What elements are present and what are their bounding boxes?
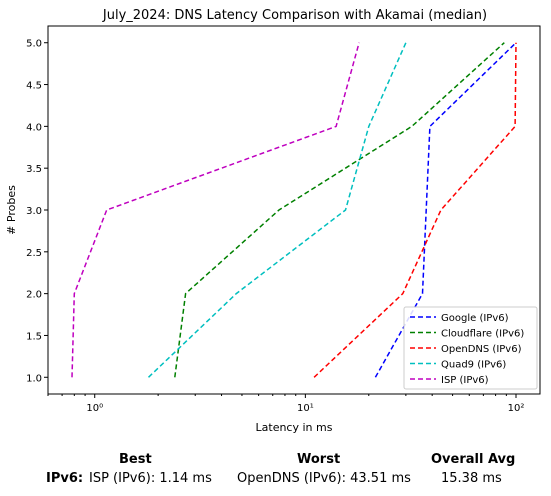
ipv6-row-label: IPv6:	[46, 471, 84, 486]
y-tick-label: 2.5	[26, 248, 42, 259]
best-value: ISP (IPv6): 1.14 ms	[89, 471, 212, 486]
worst-header: Worst	[297, 452, 341, 467]
x-tick-label: 10¹	[297, 403, 314, 414]
legend: Google (IPv6) Cloudflare (IPv6) OpenDNS (I…	[403, 306, 538, 390]
summary-table: Best Worst Overall Avg IPv6: ISP (IPv6):…	[0, 446, 551, 496]
y-axis-label: # Probes	[5, 185, 18, 235]
worst-value: OpenDNS (IPv6): 43.51 ms	[237, 471, 411, 486]
chart-title: July_2024: DNS Latency Comparison with A…	[102, 8, 487, 23]
y-tick-label: 4.5	[26, 81, 42, 92]
y-tick-label: 1.5	[26, 331, 42, 342]
best-header: Best	[119, 452, 152, 467]
y-tick-label: 3.0	[26, 206, 42, 217]
x-axis-label: Latency in ms	[256, 421, 333, 434]
legend-box	[403, 306, 538, 390]
overall-value: 15.38 ms	[441, 471, 502, 486]
series-line-0	[374, 42, 517, 378]
overall-header: Overall Avg	[431, 452, 516, 467]
y-tick-label: 5.0	[26, 39, 42, 50]
y-tick-label: 3.5	[26, 164, 42, 175]
y-tick-label: 1.0	[26, 373, 42, 384]
legend-entry: OpenDNS (IPv6)	[441, 344, 522, 355]
y-tick-label: 2.0	[26, 290, 42, 301]
legend-entry: Cloudflare (IPv6)	[441, 329, 524, 340]
y-tick-label: 4.0	[26, 122, 42, 133]
x-tick-label: 10⁰	[86, 403, 103, 414]
series-line-3	[147, 42, 407, 378]
series-line-1	[174, 42, 505, 378]
legend-entry: ISP (IPv6)	[441, 375, 489, 386]
series-layer	[71, 42, 517, 378]
legend-entry: Google (IPv6)	[441, 313, 509, 324]
series-line-4	[71, 42, 360, 378]
x-tick-label: 10²	[508, 403, 525, 414]
ticks-layer: 1.0 1.5 2.0 2.5 3.0 3.5 4.0 4.5 5.0 10⁰ 10¹ 10²	[26, 39, 524, 414]
series-line-2	[313, 42, 517, 378]
legend-entry: Quad9 (IPv6)	[441, 360, 506, 371]
latency-chart: July_2024: DNS Latency Comparison with A…	[5, 8, 541, 434]
